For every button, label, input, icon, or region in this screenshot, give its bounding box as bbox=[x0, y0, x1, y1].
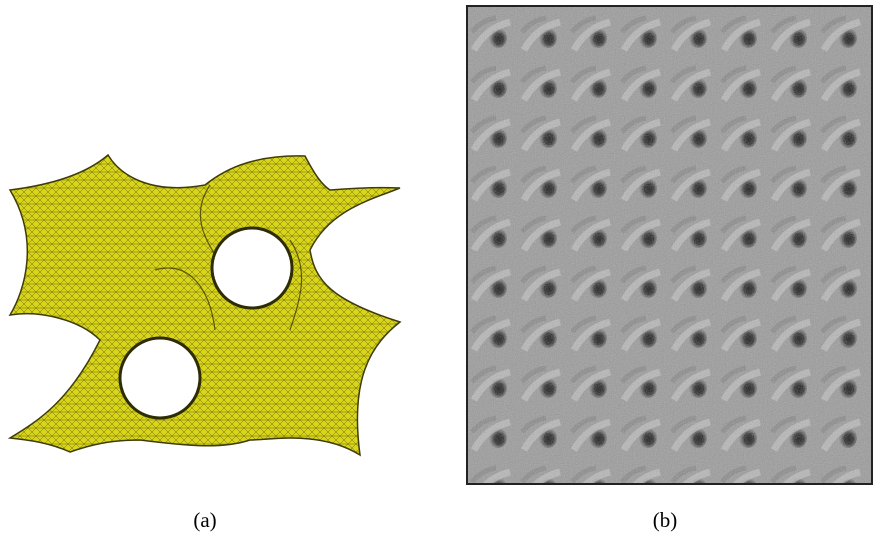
page: (a) (b) (() => { const data = JSON.parse… bbox=[0, 0, 873, 540]
lattice-photo bbox=[466, 5, 873, 485]
figure: (a) (b) bbox=[0, 0, 873, 540]
panel-caption: (b) bbox=[653, 508, 678, 532]
panel-caption: (a) bbox=[193, 508, 216, 532]
gyroid-mesh bbox=[10, 155, 400, 455]
